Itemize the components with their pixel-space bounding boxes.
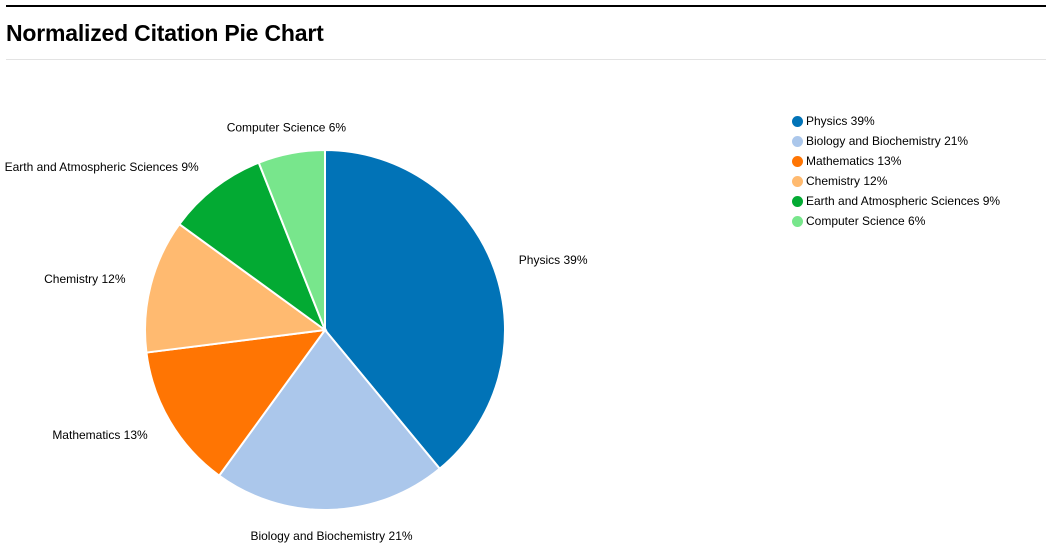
legend-label: Biology and Biochemistry 21% <box>806 134 969 148</box>
legend-swatch <box>792 115 803 127</box>
legend-item-earth-and-atmospheric-sciences: Earth and Atmospheric Sciences 9% <box>792 191 1000 211</box>
legend-label: Earth and Atmospheric Sciences 9% <box>806 194 1001 208</box>
pie-slice-computer-science <box>257 148 326 331</box>
slice-label-physics: Physics 39% <box>519 253 588 267</box>
legend-swatch <box>792 135 803 147</box>
legend-label: Mathematics 13% <box>806 154 902 168</box>
legend-swatch <box>792 195 803 207</box>
page-title: Normalized Citation Pie Chart <box>6 20 324 46</box>
chart-legend: Physics 39% Biology and Biochemistry 21% M… <box>792 111 1000 231</box>
title-divider <box>6 59 1046 60</box>
slice-label-mathematics: Mathematics 13% <box>52 428 148 442</box>
pie-slice-mathematics <box>145 328 328 478</box>
legend-swatch <box>792 155 803 167</box>
slice-label-chemistry: Chemistry 12% <box>44 272 126 286</box>
legend-item-computer-science: Computer Science 6% <box>792 211 1000 231</box>
legend-item-physics: Physics 39% <box>792 111 1000 131</box>
legend-label: Chemistry 12% <box>806 174 888 188</box>
slice-label-biology-and-biochemistry: Biology and Biochemistry 21% <box>250 529 412 543</box>
slice-label-earth-and-atmospheric-sciences: Earth and Atmospheric Sciences 9% <box>5 160 199 174</box>
pie-slice-physics <box>324 148 506 471</box>
pie-slice-earth-and-atmospheric-sciences <box>177 161 328 333</box>
legend-label: Physics 39% <box>806 114 875 128</box>
legend-item-chemistry: Chemistry 12% <box>792 171 1000 191</box>
legend-swatch <box>792 175 803 187</box>
legend-swatch <box>792 215 803 227</box>
pie-slice-biology-and-biochemistry <box>217 328 442 511</box>
legend-item-mathematics: Mathematics 13% <box>792 151 1000 171</box>
legend-item-biology-and-biochemistry: Biology and Biochemistry 21% <box>792 131 1000 151</box>
slice-label-computer-science: Computer Science 6% <box>227 121 347 135</box>
top-rule <box>6 5 1046 7</box>
pie-slice-chemistry <box>144 222 328 354</box>
legend-label: Computer Science 6% <box>806 214 926 228</box>
